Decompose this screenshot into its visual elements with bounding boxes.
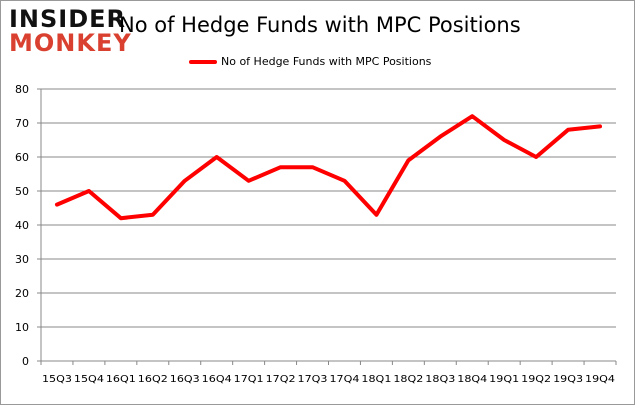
legend-label: No of Hedge Funds with MPC Positions	[221, 55, 432, 68]
y-tick-label: 0	[22, 355, 29, 368]
chart-title: No of Hedge Funds with MPC Positions	[119, 13, 521, 37]
y-tick-label: 40	[15, 219, 29, 232]
logo-line1: INSIDER	[9, 5, 127, 33]
y-tick-label: 50	[15, 185, 29, 198]
x-tick-label: 18Q1	[361, 374, 391, 385]
x-tick-label: 16Q4	[202, 374, 232, 385]
y-tick-label: 80	[15, 83, 29, 96]
x-tick-label: 18Q2	[393, 374, 423, 385]
x-tick-label: 17Q2	[266, 374, 296, 385]
y-tick-label: 70	[15, 117, 29, 130]
x-tick-label: 15Q3	[42, 374, 72, 385]
x-tick-label: 19Q3	[553, 374, 583, 385]
x-tick-label: 19Q1	[489, 374, 519, 385]
x-tick-label: 18Q3	[425, 374, 455, 385]
x-tick-label: 19Q4	[585, 374, 615, 385]
x-tick-label: 16Q1	[106, 374, 136, 385]
x-tick-label: 18Q4	[457, 374, 487, 385]
x-tick-label: 16Q2	[138, 374, 168, 385]
y-tick-label: 10	[15, 321, 29, 334]
logo-line2: MONKEY	[9, 29, 132, 57]
y-tick-label: 20	[15, 287, 29, 300]
series-line	[54, 114, 603, 221]
legend: No of Hedge Funds with MPC Positions	[189, 55, 431, 68]
x-tick-label: 17Q4	[329, 374, 359, 385]
x-tick-label: 17Q1	[234, 374, 264, 385]
x-tick-label: 15Q4	[74, 374, 104, 385]
y-tick-label: 60	[15, 151, 29, 164]
insider-monkey-logo: INSIDER MONKEY	[9, 7, 132, 55]
legend-swatch	[189, 59, 217, 64]
x-tick-label: 16Q3	[170, 374, 200, 385]
x-tick-label: 19Q2	[521, 374, 551, 385]
x-tick-label: 17Q3	[298, 374, 328, 385]
y-tick-label: 30	[15, 253, 29, 266]
